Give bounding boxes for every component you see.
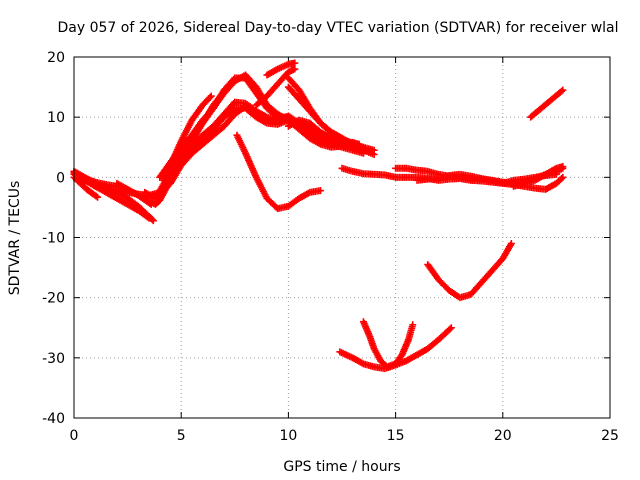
data-point bbox=[370, 146, 378, 154]
axis-tick-labels: 0 5 10 15 20 25 -40 -30 -20 -10 0 10 20 bbox=[42, 50, 619, 444]
y-tick-label: -40 bbox=[42, 411, 65, 427]
data-point bbox=[507, 240, 515, 248]
y-tick-label: 20 bbox=[47, 50, 65, 66]
data-point bbox=[79, 174, 87, 182]
data-point bbox=[326, 133, 334, 141]
data-point bbox=[206, 93, 214, 101]
x-tick-label: 20 bbox=[494, 428, 512, 444]
data-point bbox=[149, 217, 157, 225]
y-tick-label: 10 bbox=[47, 110, 65, 126]
data-point bbox=[144, 213, 152, 221]
data-series-24 bbox=[359, 318, 417, 371]
data-point bbox=[409, 321, 417, 329]
data-point bbox=[317, 187, 325, 195]
x-axis-label: GPS time / hours bbox=[283, 459, 400, 475]
x-tick-label: 0 bbox=[70, 428, 79, 444]
plot-frame bbox=[73, 56, 611, 419]
data-point bbox=[207, 92, 215, 100]
data-point bbox=[261, 112, 269, 120]
data-point bbox=[557, 87, 565, 95]
data-series-23 bbox=[336, 324, 455, 373]
x-tick-label: 15 bbox=[387, 428, 405, 444]
data-point bbox=[558, 175, 566, 183]
data-point bbox=[261, 118, 269, 126]
data-point bbox=[218, 90, 226, 98]
data-series-22 bbox=[527, 86, 567, 121]
x-tick-label: 25 bbox=[601, 428, 619, 444]
data-series-17 bbox=[233, 131, 325, 213]
data-point bbox=[315, 139, 323, 147]
data-series-25 bbox=[424, 240, 515, 302]
data-series-21 bbox=[510, 163, 567, 190]
y-axis-label: SDTVAR / TECUs bbox=[7, 181, 23, 296]
data-point bbox=[284, 113, 292, 121]
data-point bbox=[145, 214, 153, 222]
data-point bbox=[92, 192, 100, 200]
data-point bbox=[358, 359, 366, 367]
y-tick-label: -20 bbox=[42, 291, 65, 307]
chart-title: Day 057 of 2026, Sidereal Day-to-day VTE… bbox=[57, 20, 618, 36]
data-series-11 bbox=[166, 90, 226, 175]
y-tick-label: -10 bbox=[42, 231, 65, 247]
data-points bbox=[70, 59, 567, 373]
data-series-12 bbox=[263, 59, 299, 79]
data-point bbox=[447, 324, 455, 332]
data-point bbox=[559, 86, 567, 94]
data-point bbox=[559, 173, 567, 181]
y-tick-label: 0 bbox=[56, 170, 65, 186]
data-point bbox=[291, 65, 299, 73]
data-series-13 bbox=[252, 65, 299, 109]
data-point bbox=[559, 163, 567, 171]
x-tick-label: 5 bbox=[177, 428, 186, 444]
y-tick-label: -30 bbox=[42, 351, 65, 367]
data-point bbox=[291, 59, 299, 67]
data-point bbox=[551, 165, 559, 173]
data-point bbox=[148, 216, 156, 224]
data-series-16 bbox=[284, 116, 378, 154]
data-point bbox=[304, 189, 312, 197]
data-point bbox=[94, 193, 102, 201]
data-point bbox=[446, 325, 454, 333]
x-tick-label: 10 bbox=[279, 428, 297, 444]
